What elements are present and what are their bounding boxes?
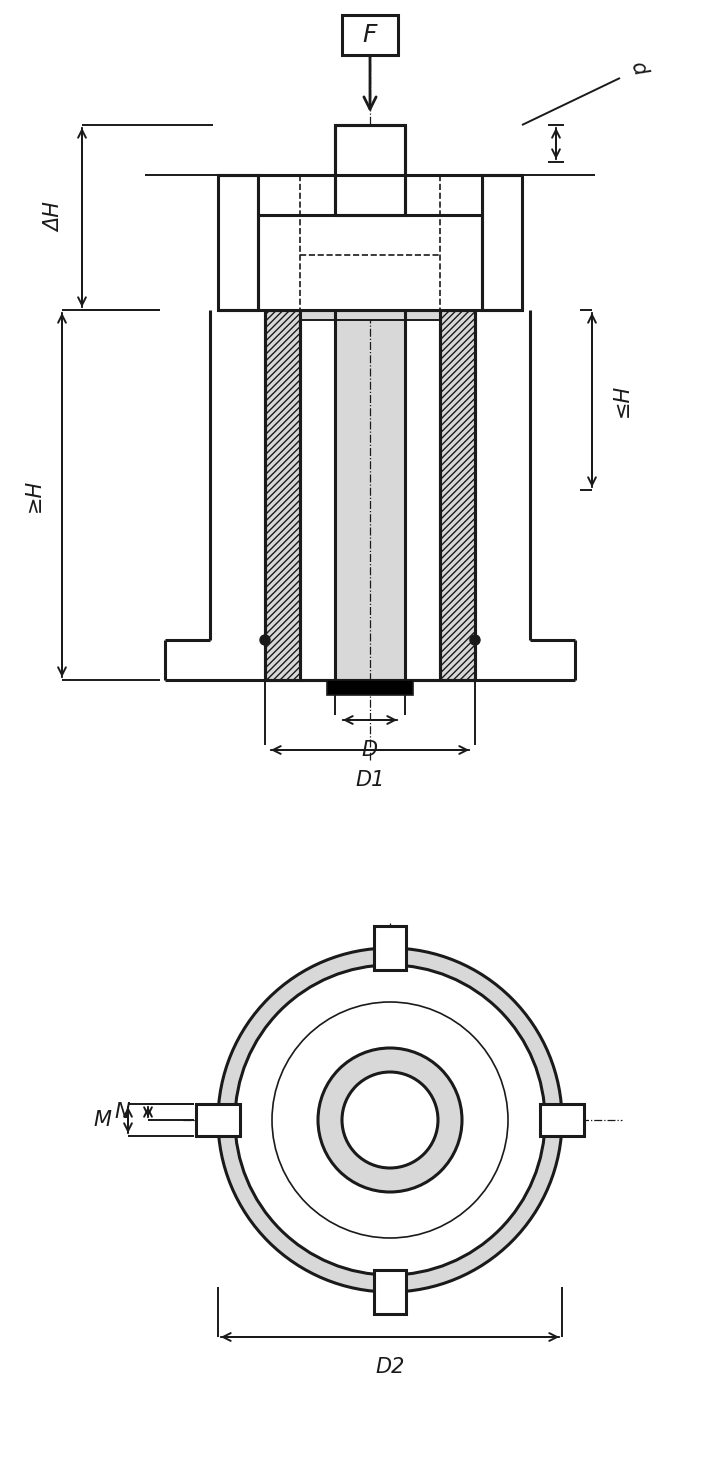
Text: M: M <box>93 1110 111 1130</box>
Circle shape <box>470 635 480 645</box>
Text: ≤H: ≤H <box>612 384 632 416</box>
Text: D1: D1 <box>356 769 385 790</box>
Polygon shape <box>342 15 398 55</box>
Text: D: D <box>362 740 378 761</box>
Polygon shape <box>374 926 406 969</box>
Polygon shape <box>300 310 440 320</box>
Polygon shape <box>335 126 405 680</box>
Circle shape <box>342 1072 438 1168</box>
Polygon shape <box>482 175 522 310</box>
Text: D2: D2 <box>375 1356 405 1377</box>
Polygon shape <box>327 680 413 695</box>
Polygon shape <box>218 175 522 310</box>
Polygon shape <box>335 126 405 215</box>
Text: d: d <box>626 58 649 77</box>
Circle shape <box>318 1048 462 1191</box>
Text: F: F <box>363 23 377 47</box>
Text: ≥H: ≥H <box>24 479 44 511</box>
Polygon shape <box>335 126 405 310</box>
Polygon shape <box>258 175 482 215</box>
Polygon shape <box>196 1104 240 1136</box>
Polygon shape <box>440 310 475 680</box>
Circle shape <box>218 948 562 1292</box>
Polygon shape <box>540 1104 584 1136</box>
Polygon shape <box>265 310 300 680</box>
Polygon shape <box>374 1270 406 1314</box>
Text: ΔH: ΔH <box>44 203 64 232</box>
Text: N: N <box>114 1102 130 1121</box>
Circle shape <box>260 635 270 645</box>
Circle shape <box>235 965 545 1275</box>
Polygon shape <box>218 175 258 310</box>
